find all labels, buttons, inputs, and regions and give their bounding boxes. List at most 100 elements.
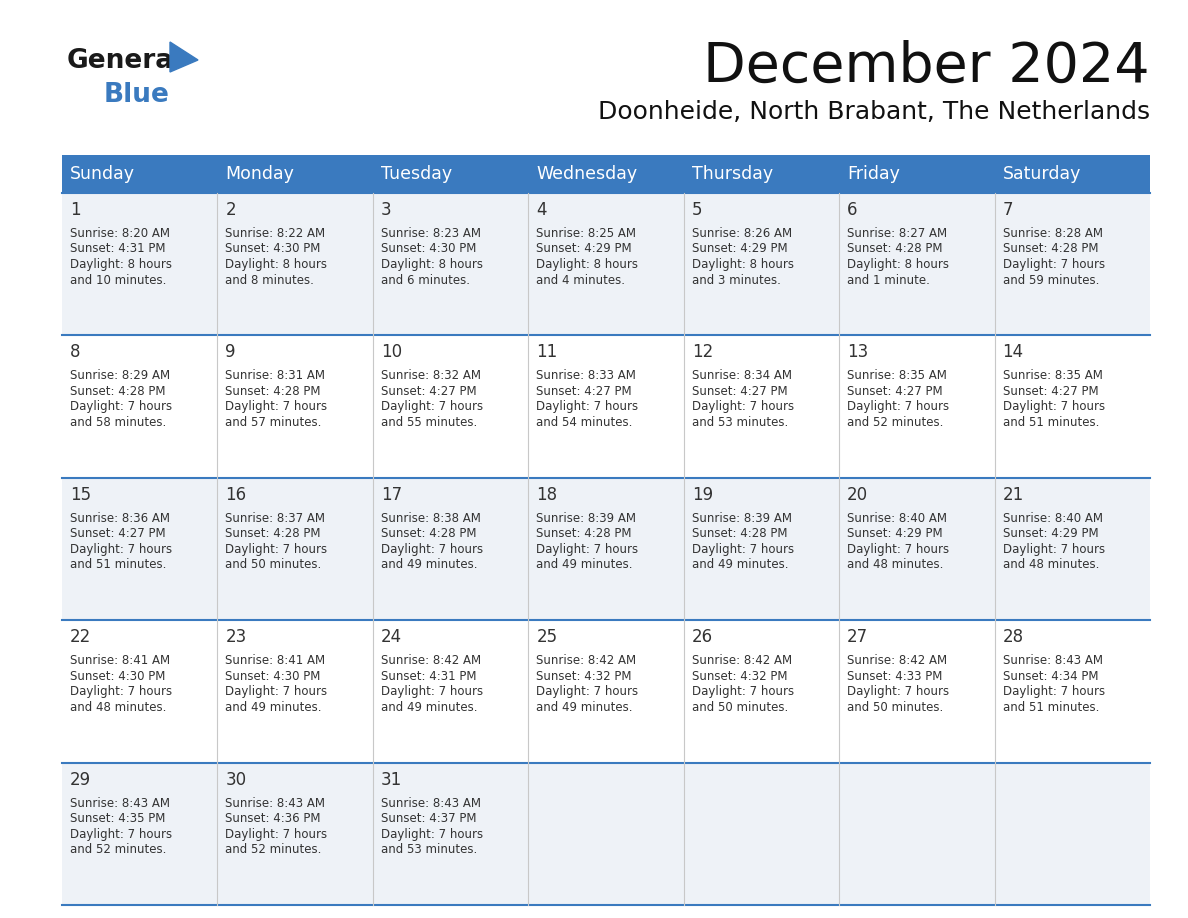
Text: 29: 29 — [70, 770, 91, 789]
Text: 6: 6 — [847, 201, 858, 219]
Text: Sunrise: 8:38 AM: Sunrise: 8:38 AM — [381, 512, 481, 525]
Text: Sunrise: 8:34 AM: Sunrise: 8:34 AM — [691, 369, 791, 383]
Text: Sunrise: 8:41 AM: Sunrise: 8:41 AM — [70, 655, 170, 667]
Text: Sunset: 4:27 PM: Sunset: 4:27 PM — [691, 385, 788, 397]
Text: Sunrise: 8:42 AM: Sunrise: 8:42 AM — [536, 655, 637, 667]
Text: Daylight: 7 hours: Daylight: 7 hours — [847, 400, 949, 413]
Text: Sunset: 4:28 PM: Sunset: 4:28 PM — [536, 527, 632, 541]
Text: Sunset: 4:29 PM: Sunset: 4:29 PM — [847, 527, 943, 541]
Text: 9: 9 — [226, 343, 236, 362]
Text: Wednesday: Wednesday — [536, 165, 638, 183]
Text: Daylight: 7 hours: Daylight: 7 hours — [226, 685, 328, 699]
Text: Sunset: 4:28 PM: Sunset: 4:28 PM — [381, 527, 476, 541]
Text: Tuesday: Tuesday — [381, 165, 451, 183]
Text: Sunset: 4:35 PM: Sunset: 4:35 PM — [70, 812, 165, 825]
Bar — [62, 155, 1150, 193]
Text: and 58 minutes.: and 58 minutes. — [70, 416, 166, 429]
Text: Sunrise: 8:23 AM: Sunrise: 8:23 AM — [381, 227, 481, 240]
Text: 20: 20 — [847, 486, 868, 504]
Text: Monday: Monday — [226, 165, 295, 183]
Text: General: General — [67, 48, 183, 74]
Text: 11: 11 — [536, 343, 557, 362]
Text: Daylight: 7 hours: Daylight: 7 hours — [1003, 258, 1105, 271]
Text: Sunset: 4:30 PM: Sunset: 4:30 PM — [381, 242, 476, 255]
Text: and 50 minutes.: and 50 minutes. — [847, 700, 943, 713]
Text: Daylight: 7 hours: Daylight: 7 hours — [536, 685, 638, 699]
Text: 26: 26 — [691, 628, 713, 646]
Text: Sunrise: 8:41 AM: Sunrise: 8:41 AM — [226, 655, 326, 667]
Text: Sunrise: 8:42 AM: Sunrise: 8:42 AM — [847, 655, 947, 667]
Text: 25: 25 — [536, 628, 557, 646]
Text: and 54 minutes.: and 54 minutes. — [536, 416, 633, 429]
Text: and 53 minutes.: and 53 minutes. — [691, 416, 788, 429]
Text: Daylight: 8 hours: Daylight: 8 hours — [226, 258, 328, 271]
Text: Sunset: 4:30 PM: Sunset: 4:30 PM — [226, 670, 321, 683]
Text: Sunset: 4:33 PM: Sunset: 4:33 PM — [847, 670, 942, 683]
Text: Sunset: 4:28 PM: Sunset: 4:28 PM — [847, 242, 942, 255]
Text: 1: 1 — [70, 201, 81, 219]
Text: Daylight: 7 hours: Daylight: 7 hours — [70, 543, 172, 555]
Text: Daylight: 7 hours: Daylight: 7 hours — [70, 828, 172, 841]
Text: 24: 24 — [381, 628, 402, 646]
Text: and 48 minutes.: and 48 minutes. — [70, 700, 166, 713]
Text: Sunrise: 8:43 AM: Sunrise: 8:43 AM — [1003, 655, 1102, 667]
Text: Sunrise: 8:40 AM: Sunrise: 8:40 AM — [847, 512, 947, 525]
Text: and 50 minutes.: and 50 minutes. — [226, 558, 322, 571]
Text: Daylight: 7 hours: Daylight: 7 hours — [847, 685, 949, 699]
Text: Sunday: Sunday — [70, 165, 135, 183]
Text: and 51 minutes.: and 51 minutes. — [1003, 700, 1099, 713]
Text: and 49 minutes.: and 49 minutes. — [381, 700, 478, 713]
Text: Blue: Blue — [105, 82, 170, 108]
Text: Sunset: 4:34 PM: Sunset: 4:34 PM — [1003, 670, 1098, 683]
Text: 30: 30 — [226, 770, 247, 789]
Text: Sunset: 4:28 PM: Sunset: 4:28 PM — [226, 527, 321, 541]
Text: Sunset: 4:29 PM: Sunset: 4:29 PM — [1003, 527, 1098, 541]
Text: Sunset: 4:27 PM: Sunset: 4:27 PM — [70, 527, 165, 541]
Text: 5: 5 — [691, 201, 702, 219]
Text: 12: 12 — [691, 343, 713, 362]
Text: 17: 17 — [381, 486, 402, 504]
Text: Daylight: 7 hours: Daylight: 7 hours — [536, 400, 638, 413]
Text: Daylight: 7 hours: Daylight: 7 hours — [381, 400, 484, 413]
Text: and 52 minutes.: and 52 minutes. — [70, 843, 166, 856]
Text: Sunset: 4:27 PM: Sunset: 4:27 PM — [536, 385, 632, 397]
Text: 18: 18 — [536, 486, 557, 504]
Text: and 4 minutes.: and 4 minutes. — [536, 274, 625, 286]
Polygon shape — [170, 42, 198, 72]
Bar — [62, 621, 1150, 763]
Text: 4: 4 — [536, 201, 546, 219]
Text: Daylight: 7 hours: Daylight: 7 hours — [70, 400, 172, 413]
Text: Sunset: 4:28 PM: Sunset: 4:28 PM — [226, 385, 321, 397]
Text: Daylight: 7 hours: Daylight: 7 hours — [226, 543, 328, 555]
Text: Daylight: 7 hours: Daylight: 7 hours — [691, 400, 794, 413]
Text: Thursday: Thursday — [691, 165, 773, 183]
Text: Sunrise: 8:27 AM: Sunrise: 8:27 AM — [847, 227, 947, 240]
Bar — [62, 763, 1150, 905]
Text: and 51 minutes.: and 51 minutes. — [70, 558, 166, 571]
Text: Sunrise: 8:28 AM: Sunrise: 8:28 AM — [1003, 227, 1102, 240]
Text: 2: 2 — [226, 201, 236, 219]
Text: Daylight: 8 hours: Daylight: 8 hours — [70, 258, 172, 271]
Text: Sunset: 4:32 PM: Sunset: 4:32 PM — [691, 670, 788, 683]
Text: Sunrise: 8:22 AM: Sunrise: 8:22 AM — [226, 227, 326, 240]
Text: Sunrise: 8:43 AM: Sunrise: 8:43 AM — [70, 797, 170, 810]
Text: and 8 minutes.: and 8 minutes. — [226, 274, 315, 286]
Text: and 51 minutes.: and 51 minutes. — [1003, 416, 1099, 429]
Text: Daylight: 7 hours: Daylight: 7 hours — [226, 400, 328, 413]
Text: Sunrise: 8:43 AM: Sunrise: 8:43 AM — [381, 797, 481, 810]
Text: 7: 7 — [1003, 201, 1013, 219]
Text: and 49 minutes.: and 49 minutes. — [226, 700, 322, 713]
Text: 10: 10 — [381, 343, 402, 362]
Text: 13: 13 — [847, 343, 868, 362]
Text: Sunrise: 8:39 AM: Sunrise: 8:39 AM — [691, 512, 791, 525]
Text: 8: 8 — [70, 343, 81, 362]
Text: and 49 minutes.: and 49 minutes. — [691, 558, 788, 571]
Text: Sunrise: 8:42 AM: Sunrise: 8:42 AM — [691, 655, 792, 667]
Text: and 52 minutes.: and 52 minutes. — [847, 416, 943, 429]
Text: December 2024: December 2024 — [703, 40, 1150, 94]
Text: 3: 3 — [381, 201, 392, 219]
Text: Daylight: 7 hours: Daylight: 7 hours — [691, 543, 794, 555]
Text: Sunrise: 8:32 AM: Sunrise: 8:32 AM — [381, 369, 481, 383]
Text: Sunset: 4:37 PM: Sunset: 4:37 PM — [381, 812, 476, 825]
Text: Sunset: 4:31 PM: Sunset: 4:31 PM — [70, 242, 165, 255]
